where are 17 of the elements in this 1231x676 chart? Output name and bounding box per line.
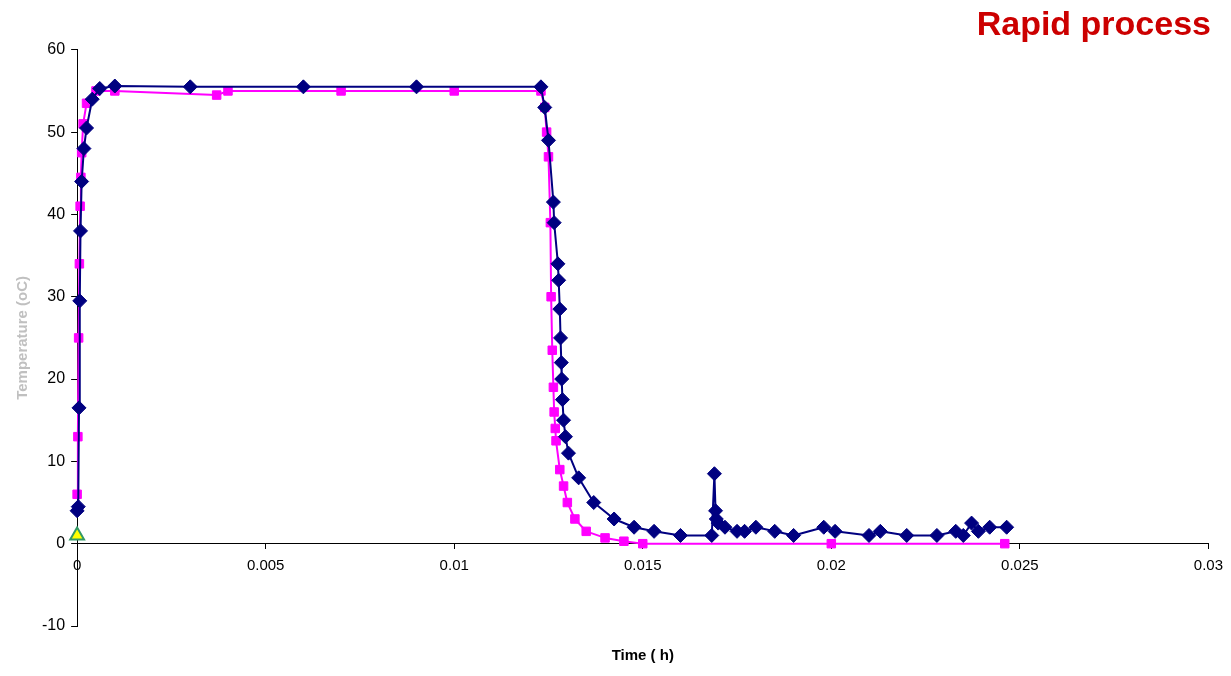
chart-title: Rapid process	[976, 3, 1211, 42]
x-tick-label: 0.005	[246, 555, 285, 573]
y-tick-label: 50	[47, 122, 66, 140]
y-axis-title: Temperature (oC)	[13, 275, 31, 400]
y-tick-label: 60	[47, 40, 66, 58]
x-tick-label: 0.02	[816, 555, 846, 573]
x-tick-label: 0.01	[439, 555, 469, 573]
x-axis-title: Time ( h)	[611, 646, 674, 664]
y-tick-label: 10	[47, 451, 66, 469]
x-tick-label: 0.025	[1001, 555, 1039, 573]
y-tick-label: 40	[47, 204, 66, 222]
y-tick-label: 20	[47, 369, 66, 387]
x-tick-label: 0.015	[623, 555, 662, 573]
y-tick-label: 0	[56, 534, 66, 552]
y-tick-label: -10	[42, 616, 66, 634]
y-tick-label: 30	[47, 287, 66, 305]
x-tick-label: 0.03	[1193, 555, 1223, 573]
